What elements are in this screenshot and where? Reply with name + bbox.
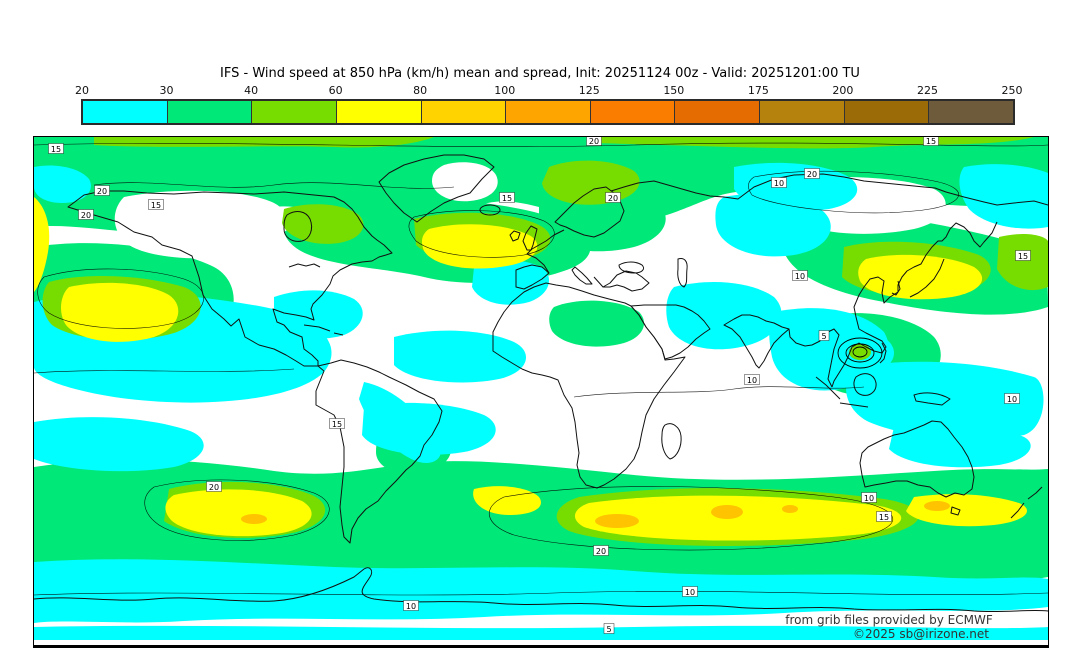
contour-value-label: 20 — [94, 185, 110, 196]
contour-value-label: 10 — [682, 586, 698, 597]
attribution-line1: from grib files provided by ECMWF — [785, 613, 993, 627]
wind-speed-fills — [34, 137, 1048, 645]
contour-value-label: 20 — [206, 481, 222, 492]
contour-value-label: 20 — [593, 545, 609, 556]
contour-value-label: 15 — [923, 137, 939, 146]
contour-value-label: 20 — [78, 209, 94, 220]
colorbar-cell — [167, 101, 253, 123]
contour-value-label: 10 — [403, 600, 419, 611]
svg-text:20: 20 — [81, 211, 91, 220]
svg-text:10: 10 — [685, 588, 695, 597]
colorbar-tick: 225 — [916, 84, 938, 97]
contour-value-label: 5 — [818, 330, 830, 341]
contour-value-label: 15 — [876, 511, 892, 522]
contour-value-label: 15 — [499, 192, 515, 203]
colorbar-legend — [81, 99, 1015, 125]
colorbar-tick: 20 — [75, 84, 89, 97]
colorbar-tick: 40 — [244, 84, 259, 97]
svg-text:20: 20 — [596, 547, 606, 556]
contour-value-label: 10 — [1004, 393, 1020, 404]
svg-text:20: 20 — [209, 483, 219, 492]
colorbar-cell — [83, 101, 168, 123]
svg-text:10: 10 — [1007, 395, 1017, 404]
contour-value-label: 15 — [1015, 250, 1031, 261]
colorbar-cell — [675, 101, 761, 123]
contour-value-label: 20 — [605, 192, 621, 203]
svg-text:10: 10 — [864, 494, 874, 503]
colorbar-cell — [929, 101, 1014, 123]
svg-text:15: 15 — [51, 145, 61, 154]
world-map: 15 20 15 20 15 20 20 15 20 10 10 15 10 10 5 20 15 10 10 5 10… — [34, 137, 1048, 645]
contour-value-label: 10 — [744, 374, 760, 385]
svg-text:15: 15 — [926, 137, 936, 146]
colorbar-tick: 175 — [747, 84, 769, 97]
colorbar-tick: 30 — [159, 84, 174, 97]
contour-value-label: 5 — [603, 623, 615, 634]
svg-text:15: 15 — [332, 420, 342, 429]
colorbar-cell — [336, 101, 422, 123]
attribution-line2: ©2025 sb@irizone.net — [853, 627, 989, 641]
colorbar-tick: 150 — [663, 84, 685, 97]
contour-value-label: 10 — [792, 270, 808, 281]
contour-value-label: 10 — [861, 492, 877, 503]
colorbar-tick: 250 — [1001, 84, 1023, 97]
colorbar-tick: 100 — [494, 84, 516, 97]
spread-contours — [34, 142, 1048, 596]
contour-value-label: 20 — [586, 137, 602, 146]
svg-text:5: 5 — [606, 625, 611, 634]
colorbar-cell — [506, 101, 591, 123]
map-panel: 15 20 15 20 15 20 20 15 20 10 10 15 10 10 5 20 15 10 10 5 10… — [33, 136, 1049, 648]
colorbar-tick: 80 — [413, 84, 428, 97]
colorbar-cell — [760, 101, 845, 123]
svg-text:10: 10 — [747, 376, 757, 385]
contour-labels: 15 20 15 20 15 20 20 15 20 10 10 15 10 10 5 20 15 10 10 5 10… — [48, 137, 1031, 634]
attribution: from grib files provided by ECMWF ©2025 … — [785, 613, 993, 641]
svg-text:5: 5 — [821, 332, 826, 341]
svg-text:20: 20 — [807, 170, 817, 179]
colorbar-cell — [590, 101, 676, 123]
colorbar-cell — [844, 101, 930, 123]
svg-text:15: 15 — [879, 513, 889, 522]
colorbar-tick: 125 — [578, 84, 600, 97]
contour-value-label: 15 — [148, 199, 164, 210]
colorbar-tick: 200 — [832, 84, 854, 97]
contour-value-label: 10 — [771, 177, 787, 188]
svg-text:15: 15 — [1018, 252, 1028, 261]
svg-text:10: 10 — [406, 602, 416, 611]
svg-text:15: 15 — [502, 194, 512, 203]
svg-text:20: 20 — [97, 187, 107, 196]
contour-value-label: 15 — [329, 418, 345, 429]
colorbar-cell — [252, 101, 337, 123]
contour-value-label: 20 — [804, 168, 820, 179]
colorbar-ticks: 20 30 40 60 80 100 125 150 175 200 225 250 — [75, 84, 1023, 97]
contour-value-label: 15 — [48, 143, 64, 154]
svg-text:10: 10 — [774, 179, 784, 188]
cyclone-contours — [837, 337, 883, 369]
colorbar-tick: 60 — [328, 84, 343, 97]
chart-title: IFS - Wind speed at 850 hPa (km/h) mean … — [220, 66, 860, 81]
svg-text:15: 15 — [151, 201, 161, 210]
svg-text:20: 20 — [608, 194, 618, 203]
svg-text:10: 10 — [795, 272, 805, 281]
colorbar-cell — [421, 101, 507, 123]
svg-text:20: 20 — [589, 137, 599, 146]
